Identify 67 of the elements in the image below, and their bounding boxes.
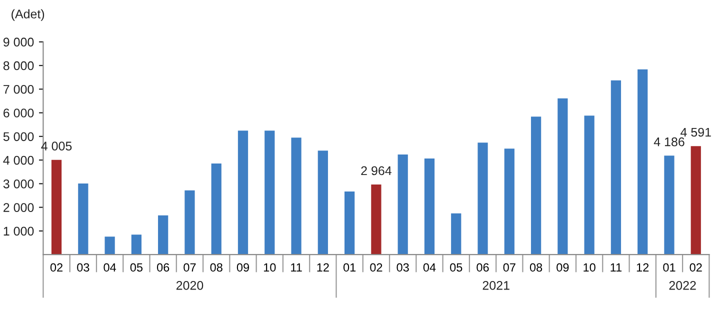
bar xyxy=(638,69,648,255)
x-tick-label: 01 xyxy=(663,263,676,272)
bar xyxy=(504,148,514,255)
text: 2021 xyxy=(482,281,510,290)
bar xyxy=(558,98,568,255)
bar xyxy=(371,184,382,255)
bar xyxy=(131,234,142,255)
bar xyxy=(530,116,542,255)
bar xyxy=(211,163,222,255)
bar xyxy=(398,154,408,255)
x-tick-label: 12 xyxy=(317,263,329,272)
y-tick-label: 3 000 xyxy=(3,179,34,188)
y-axis-title: (Adet) xyxy=(12,9,44,21)
x-tick-label: 02 xyxy=(690,263,702,272)
x-tick-label: 09 xyxy=(236,263,250,272)
bar xyxy=(264,130,275,255)
x-tick-label: 02 xyxy=(370,263,382,272)
x-tick-label: 11 xyxy=(610,263,622,272)
x-tick-label: 06 xyxy=(476,263,489,272)
x-tick-label: 06 xyxy=(156,263,170,272)
bar xyxy=(158,215,168,255)
x-tick-label: 03 xyxy=(77,263,90,272)
x-tick-label: 09 xyxy=(556,263,569,272)
bar xyxy=(664,156,674,255)
y-tick-label: 9 000 xyxy=(3,38,34,47)
bar xyxy=(291,138,302,255)
data-label: 4 591 xyxy=(680,128,711,137)
y-tick-label: 7 000 xyxy=(4,84,34,94)
x-tick-label: 05 xyxy=(130,263,143,272)
text: 2022 xyxy=(669,281,696,290)
bar xyxy=(690,146,701,255)
bar xyxy=(451,213,462,255)
x-tick-label: 10 xyxy=(264,263,276,272)
bar xyxy=(424,158,435,255)
x-tick-label: 07 xyxy=(184,263,196,272)
x-tick-label: 08 xyxy=(210,263,222,272)
x-tick-label: 12 xyxy=(636,263,649,272)
y-tick-label: 1 000 xyxy=(4,226,34,236)
x-tick-label: 11 xyxy=(291,263,302,272)
y-tick-label: 2 000 xyxy=(4,203,34,212)
bar xyxy=(318,150,328,255)
x-tick-label: 10 xyxy=(584,263,596,272)
x-tick-label: 05 xyxy=(450,263,462,272)
x-tick-label: 01 xyxy=(343,263,356,272)
bar xyxy=(478,142,488,255)
data-label: 4 005 xyxy=(41,142,72,151)
bar xyxy=(51,160,62,255)
data-label: 4 186 xyxy=(654,137,684,146)
x-tick-label: 07 xyxy=(503,263,516,272)
y-tick-label: 8 000 xyxy=(3,61,34,70)
y-tick-label: 6 000 xyxy=(4,108,34,118)
data-label: 2 964 xyxy=(361,166,392,176)
bar xyxy=(238,130,248,255)
bar xyxy=(104,236,115,255)
x-tick-label: 03 xyxy=(396,263,409,272)
x-tick-label: 08 xyxy=(530,263,542,272)
x-tick-label: 04 xyxy=(104,263,116,272)
y-tick-label: 5 000 xyxy=(3,132,34,142)
x-tick-label: 02 xyxy=(50,263,62,272)
bar xyxy=(584,116,594,255)
x-tick-label: 04 xyxy=(423,263,436,272)
bar xyxy=(184,190,195,255)
y-tick-label: 4 000 xyxy=(3,156,34,165)
bar xyxy=(78,183,88,255)
bar xyxy=(610,80,622,255)
bar xyxy=(344,191,355,255)
text: 2020 xyxy=(176,281,204,290)
